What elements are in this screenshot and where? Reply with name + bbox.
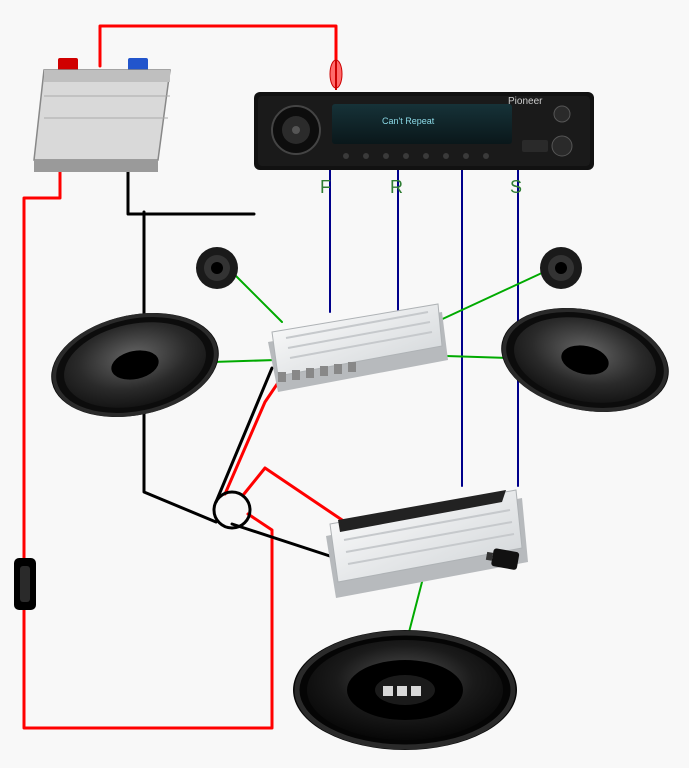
speaker-wire [436,272,544,322]
speaker-wire [446,356,510,358]
power-wire [24,160,60,560]
speaker-wire [408,582,422,636]
speaker-right-icon [491,293,678,426]
ground-wire [232,524,342,560]
headunit-icon [254,92,594,170]
battery-icon [34,58,170,172]
label-sub: S [510,177,522,198]
speaker-wire [212,360,276,362]
power-wire [24,514,272,728]
inline-fuse-icon [330,60,342,90]
ground-wire [216,368,272,502]
label-front: F [320,177,331,198]
subwoofer-icon [293,630,517,750]
label-brand: Pioneer [508,96,542,107]
speaker-left-icon [41,298,228,431]
tweeter-left-icon [196,247,238,289]
wiring-diagram [0,0,689,768]
fuse-holder-icon [14,558,36,610]
amp-4ch-icon [268,304,448,392]
speaker-wire [234,274,282,322]
power-wire [244,468,348,524]
amp-mono-icon [326,490,528,598]
tweeter-right-icon [540,247,582,289]
label-rear: R [390,177,403,198]
label-display: Can't Repeat [382,116,434,126]
